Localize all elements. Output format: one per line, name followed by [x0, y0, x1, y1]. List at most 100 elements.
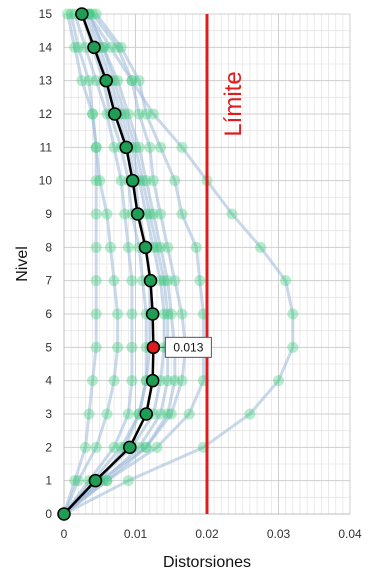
record-point: [108, 375, 120, 387]
record-point: [140, 108, 152, 120]
mean-line: [63, 13, 155, 515]
record-point: [133, 108, 145, 120]
record-point: [90, 275, 102, 287]
record-point: [190, 241, 202, 253]
y-tick-label: 7: [45, 274, 52, 288]
mean-point: [130, 207, 145, 221]
record-point: [108, 141, 120, 153]
y-tick-label: 5: [45, 340, 52, 354]
record-point: [162, 375, 174, 387]
record-point: [287, 308, 299, 320]
record-point: [280, 275, 292, 287]
record-point: [79, 441, 91, 453]
record-point: [115, 175, 127, 187]
record-point: [126, 75, 138, 87]
annotation-box: [164, 336, 212, 358]
record-point: [119, 208, 131, 220]
record-point: [108, 441, 120, 453]
y-tick-label: 6: [45, 307, 52, 321]
record-point: [162, 275, 174, 287]
mean-point: [108, 107, 122, 121]
mean-point: [88, 473, 103, 488]
record-point: [122, 241, 134, 253]
record-series-line: [62, 13, 166, 516]
record-point: [90, 208, 102, 220]
record-point: [104, 41, 116, 53]
mean-point: [123, 440, 137, 455]
record-point: [126, 375, 138, 387]
record-point: [72, 41, 84, 53]
record-point: [147, 175, 159, 187]
record-point: [108, 275, 120, 287]
record-point: [155, 241, 167, 253]
record-point: [151, 441, 163, 453]
record-point: [147, 108, 159, 120]
record-point: [90, 141, 102, 153]
record-point: [90, 441, 102, 453]
record-series-line: [62, 13, 120, 515]
y-tick-label: 3: [45, 407, 52, 421]
y-axis-title: Nivel: [14, 246, 31, 282]
record-point: [147, 208, 159, 220]
record-point: [126, 275, 138, 287]
max-drift-point: [146, 340, 161, 355]
record-point: [226, 208, 238, 220]
x-tick-label: 0.03: [267, 527, 291, 541]
y-tick-label: 15: [39, 7, 53, 21]
limit-group: Límite: [205, 14, 247, 514]
record-series-line: [62, 13, 134, 515]
record-series-line: [62, 13, 98, 515]
y-tick-label: 8: [45, 240, 52, 254]
limit-label: Límite: [220, 71, 247, 136]
record-point: [94, 175, 106, 187]
record-point: [112, 75, 124, 87]
record-point: [65, 8, 77, 20]
y-tick-label: 13: [39, 74, 53, 88]
y-tick-label: 10: [39, 174, 53, 188]
record-point: [97, 41, 109, 53]
mean-point: [125, 173, 140, 188]
record-point: [162, 241, 174, 253]
x-tick-label: 0: [61, 527, 68, 541]
mean-point: [138, 240, 153, 255]
record-point: [101, 475, 113, 487]
record-series-line: [62, 13, 188, 516]
record-point: [122, 475, 134, 487]
record-point: [176, 208, 188, 220]
record-point: [115, 41, 127, 53]
mean-point: [87, 40, 101, 55]
record-point: [133, 75, 145, 87]
record-point: [140, 441, 152, 453]
record-series-line: [63, 13, 295, 516]
record-point: [287, 341, 299, 353]
record-point: [169, 375, 181, 387]
record-point: [112, 308, 124, 320]
y-tick-label: 9: [45, 207, 52, 221]
mean-point: [99, 73, 113, 88]
y-tick-label: 11: [40, 140, 53, 154]
y-tick-label: 12: [39, 107, 53, 121]
record-point: [76, 75, 88, 87]
record-point: [169, 175, 181, 187]
record-point: [133, 141, 145, 153]
record-point: [183, 408, 195, 420]
mean-point: [145, 373, 160, 388]
y-tick-label: 1: [45, 474, 52, 488]
mean-point: [145, 307, 160, 321]
record-point: [101, 208, 113, 220]
record-point: [90, 8, 102, 20]
y-tick-label: 14: [39, 40, 53, 54]
x-tick-label: 0.02: [195, 527, 219, 541]
mean-point: [75, 7, 89, 21]
mean-point: [57, 507, 71, 521]
max-annotation-group: 0.013: [159, 336, 212, 358]
record-series-line: [62, 13, 148, 516]
record-point: [244, 408, 256, 420]
record-point: [273, 375, 284, 387]
record-point: [83, 75, 95, 87]
record-point: [104, 241, 116, 253]
x-axis-title: Distorsiones: [163, 554, 251, 571]
